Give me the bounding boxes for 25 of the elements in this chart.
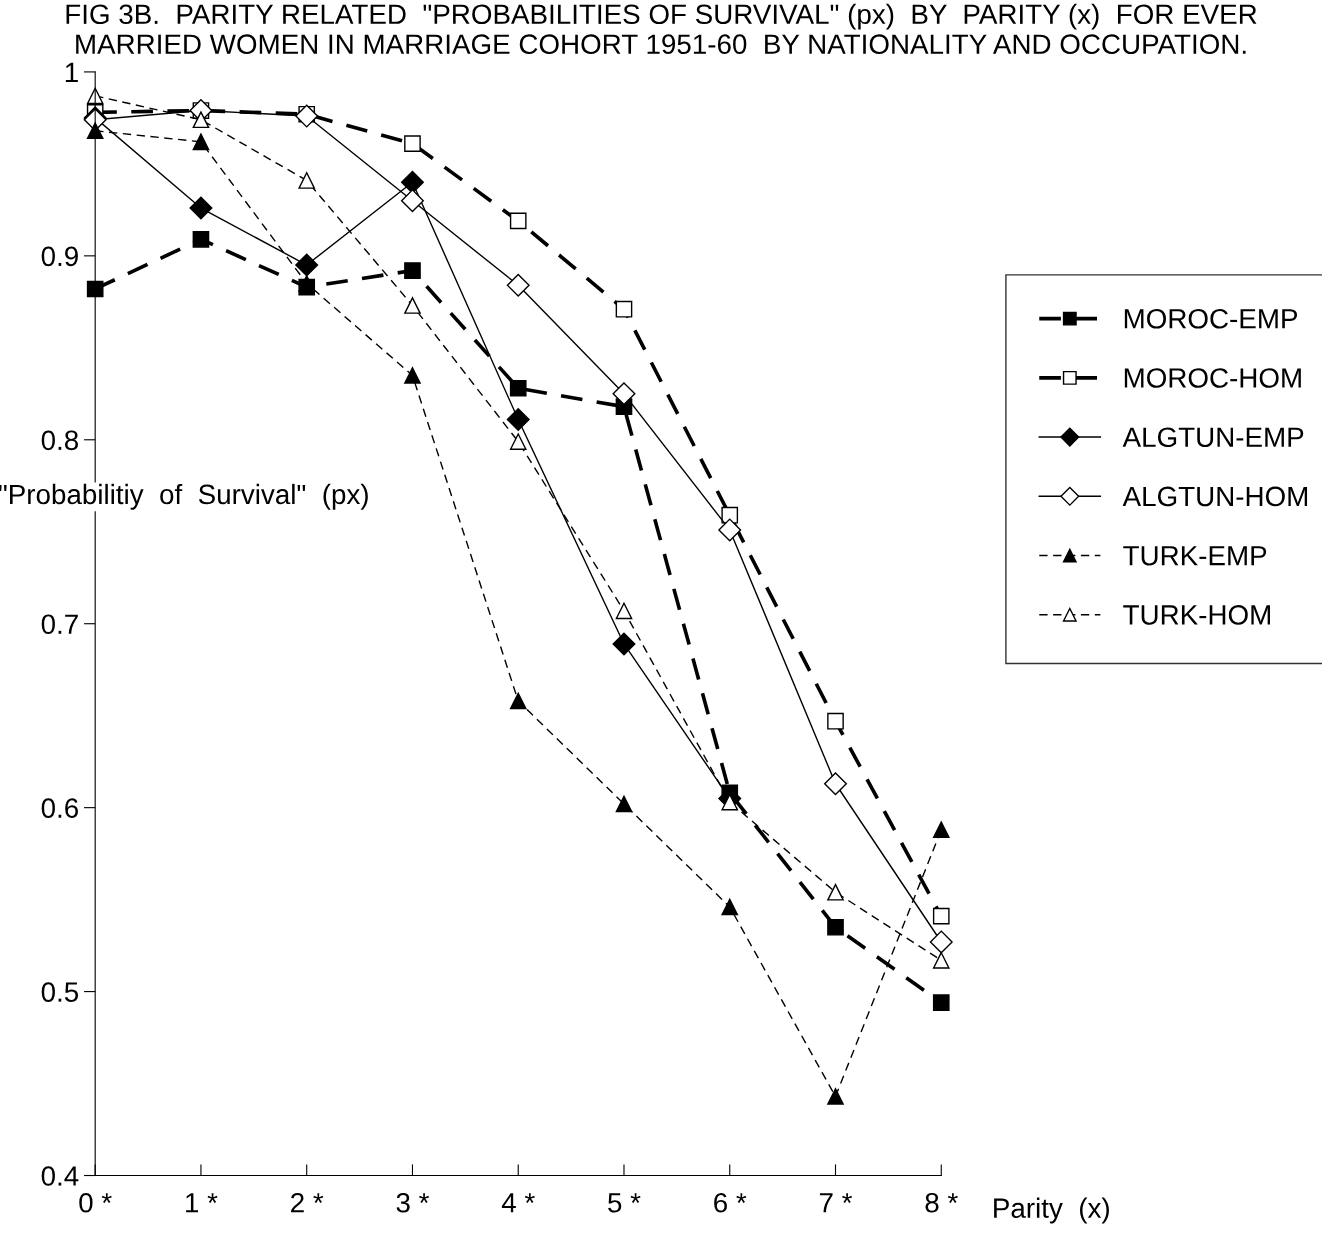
legend-label: TURK-HOM (1123, 605, 1270, 625)
y-tick-label: 0.9 (41, 246, 78, 267)
x-tick-label: 7 * (819, 1193, 853, 1213)
legend-label: ALGTUN-HOM (1122, 486, 1308, 507)
x-tick-label: 8 * (925, 1192, 958, 1213)
x-tick-label: 6 * (714, 1192, 747, 1213)
legend-label: MOROC-HOM (1124, 368, 1301, 388)
x-tick-label: 5 * (608, 1193, 641, 1213)
legend-label: TURK-EMP (1123, 546, 1267, 566)
chart-title: FIG 3B. PARITY RELATED "PROBABILITIES OF SURVIVAL" (px) BY PARITY (x) FOR EVER MARRIED WOMEN IN MARRIAGE COHORT 1951-60 BY NATIONALITY AND OCCUPATION. (66, 3, 1257, 55)
x-axis-title: Parity (x) (994, 1197, 1109, 1224)
x-tick-label: 3 * (396, 1192, 430, 1213)
y-tick-label: 0.5 (41, 982, 79, 1002)
legend-label: ALGTUN-EMP (1122, 427, 1304, 448)
y-tick-label: 0.7 (41, 614, 78, 635)
legend-label: MOROC-EMP (1124, 308, 1298, 329)
x-tick-label: 0 * (79, 1192, 112, 1213)
x-tick-label: 2 * (291, 1192, 324, 1213)
x-tick-label: 4 * (501, 1193, 535, 1213)
y-tick-label: 0.8 (41, 430, 79, 451)
y-tick-label: 1 (65, 62, 78, 82)
y-tick-label: 0.4 (41, 1166, 79, 1186)
y-tick-label: 0.6 (41, 798, 78, 818)
x-tick-label: 1 * (186, 1193, 218, 1213)
y-axis-title: "Probabilitiy of Survival" (px) (0, 483, 368, 510)
